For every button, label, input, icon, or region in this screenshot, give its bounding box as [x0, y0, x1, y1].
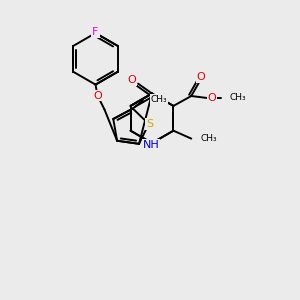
Text: NH: NH — [142, 140, 159, 150]
Text: CH₃: CH₃ — [230, 94, 247, 103]
Text: CH₃: CH₃ — [151, 95, 167, 104]
Text: O: O — [197, 72, 206, 82]
Text: O: O — [93, 91, 102, 100]
Text: F: F — [92, 27, 99, 37]
Text: S: S — [146, 119, 153, 129]
Text: O: O — [128, 75, 136, 85]
Text: CH₃: CH₃ — [200, 134, 217, 143]
Text: O: O — [208, 93, 216, 103]
